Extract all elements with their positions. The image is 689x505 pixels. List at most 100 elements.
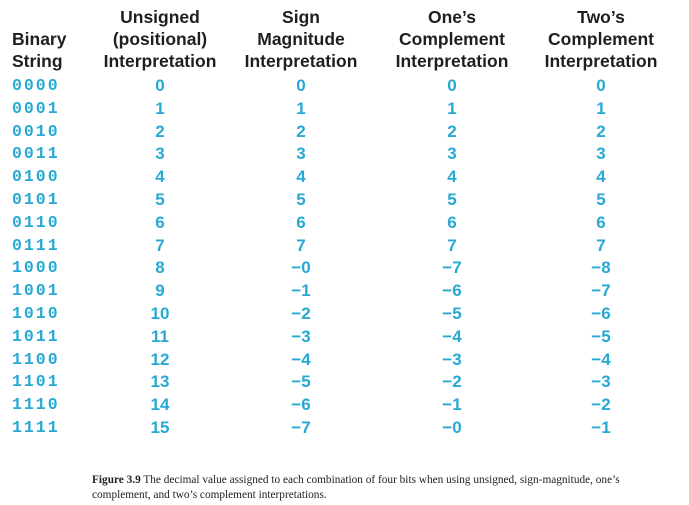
table-row: 1110 14 −6 −1 −2 <box>12 394 676 417</box>
twos-complement-cell: 4 <box>596 167 606 187</box>
table-row: 0100 4 4 4 4 <box>12 166 676 189</box>
unsigned-cell: 7 <box>155 235 165 255</box>
header-binary-string: Binary String <box>12 6 96 75</box>
twos-complement-cell: 1 <box>596 98 606 118</box>
sign-magnitude-cell: 5 <box>296 189 306 209</box>
table-row: 0000 0 0 0 0 <box>12 75 676 98</box>
ones-complement-cell: 2 <box>447 121 457 141</box>
unsigned-cell: 14 <box>150 395 170 415</box>
header-unsigned: Unsigned (positional) Interpretation <box>96 6 224 75</box>
interpretation-table: Binary String Unsigned (positional) Inte… <box>12 6 676 440</box>
twos-complement-cell: −7 <box>591 281 611 301</box>
ones-complement-cell: −2 <box>442 372 462 392</box>
table-row: 0101 5 5 5 5 <box>12 189 676 212</box>
ones-complement-cell: −4 <box>442 326 462 346</box>
header-line: (positional) <box>112 29 208 49</box>
ones-complement-cell: 4 <box>447 167 457 187</box>
unsigned-cell: 11 <box>151 326 169 346</box>
twos-complement-cell: −4 <box>591 349 611 369</box>
binary-string-cell: 1100 <box>12 349 60 369</box>
sign-magnitude-cell: 0 <box>296 76 306 95</box>
unsigned-cell: 8 <box>155 258 165 278</box>
header-line: Interpretation <box>544 51 658 71</box>
figure-caption: Figure 3.9 The decimal value assigned to… <box>92 473 672 503</box>
twos-complement-cell: −8 <box>591 258 611 278</box>
table-row: 1000 8 −0 −7 −8 <box>12 257 676 280</box>
twos-complement-cell: −3 <box>591 372 611 392</box>
ones-complement-cell: −3 <box>442 349 462 369</box>
table-row: 0010 2 2 2 2 <box>12 121 676 144</box>
twos-complement-cell: 5 <box>596 189 606 209</box>
ones-complement-cell: 3 <box>447 144 457 164</box>
header-line: One’s <box>428 7 476 27</box>
header-twos-complement: Two’s Complement Interpretation <box>526 6 676 75</box>
twos-complement-cell: 2 <box>596 121 606 141</box>
sign-magnitude-cell: −5 <box>291 372 311 392</box>
ones-complement-cell: 5 <box>447 189 457 209</box>
binary-string-cell: 0100 <box>12 167 60 187</box>
unsigned-cell: 2 <box>155 121 165 141</box>
sign-magnitude-cell: 3 <box>296 144 306 164</box>
ones-complement-cell: 0 <box>447 76 457 95</box>
header-line: Interpretation <box>103 51 217 71</box>
binary-string-cell: 1000 <box>12 258 60 278</box>
ones-complement-cell: −5 <box>442 303 462 323</box>
header-line: Magnitude <box>257 29 345 49</box>
twos-complement-cell: 0 <box>596 76 606 95</box>
binary-string-cell: 0101 <box>12 189 60 209</box>
twos-complement-cell: 3 <box>596 144 606 164</box>
header-line: Interpretation <box>395 51 509 71</box>
table-row: 1101 13 −5 −2 −3 <box>12 371 676 394</box>
binary-string-cell: 1010 <box>12 303 60 323</box>
unsigned-cell: 1 <box>155 98 165 118</box>
binary-string-cell: 0110 <box>12 212 60 232</box>
header-line: Complement <box>548 29 654 49</box>
table-row: 0001 1 1 1 1 <box>12 98 676 121</box>
sign-magnitude-cell: −6 <box>291 395 311 415</box>
sign-magnitude-cell: 2 <box>296 121 306 141</box>
binary-string-cell: 0111 <box>12 235 60 255</box>
unsigned-cell: 6 <box>155 212 165 232</box>
unsigned-cell: 4 <box>155 167 165 187</box>
unsigned-cell: 15 <box>150 417 170 437</box>
sign-magnitude-cell: −4 <box>291 349 311 369</box>
ones-complement-cell: −6 <box>442 281 462 301</box>
binary-string-cell: 1011 <box>12 326 60 346</box>
ones-complement-cell: −0 <box>442 417 462 437</box>
sign-magnitude-cell: 6 <box>296 212 306 232</box>
table-row: 1100 12 −4 −3 −4 <box>12 349 676 372</box>
header-line: Interpretation <box>244 51 358 71</box>
ones-complement-cell: 1 <box>447 98 457 118</box>
sign-magnitude-cell: 1 <box>296 98 306 118</box>
table-row: 1001 9 −1 −6 −7 <box>12 280 676 303</box>
unsigned-cell: 13 <box>150 372 170 392</box>
unsigned-cell: 0 <box>155 76 165 95</box>
unsigned-cell: 10 <box>150 303 170 323</box>
header-ones-complement: One’s Complement Interpretation <box>378 6 526 75</box>
header-row: Binary String Unsigned (positional) Inte… <box>12 6 676 75</box>
header-sign-magnitude: Sign Magnitude Interpretation <box>224 6 378 75</box>
sign-magnitude-cell: 7 <box>296 235 306 255</box>
ones-complement-cell: −1 <box>442 395 462 415</box>
ones-complement-cell: −7 <box>442 258 462 278</box>
ones-complement-cell: 7 <box>447 235 457 255</box>
twos-complement-cell: −2 <box>591 395 611 415</box>
twos-complement-cell: −1 <box>591 417 611 437</box>
unsigned-cell: 12 <box>150 349 170 369</box>
table-row: 0110 6 6 6 6 <box>12 212 676 235</box>
sign-magnitude-cell: −0 <box>291 258 311 278</box>
table-body: 0000 0 0 0 0 0001 1 1 1 1 0010 2 2 2 2 0011 3 3 3 3 0100 4 4 4 4… <box>12 75 676 440</box>
figure-caption-text: The decimal value assigned to each combi… <box>92 474 620 502</box>
binary-string-cell: 1001 <box>12 281 60 301</box>
sign-magnitude-cell: 4 <box>296 167 306 187</box>
table-row: 1010 10 −2 −5 −6 <box>12 303 676 326</box>
twos-complement-cell: 6 <box>596 212 606 232</box>
sign-magnitude-cell: −3 <box>291 326 311 346</box>
binary-string-cell: 0001 <box>12 98 60 118</box>
unsigned-cell: 3 <box>155 144 165 164</box>
binary-string-cell: 0011 <box>12 144 60 164</box>
header-line: Complement <box>399 29 505 49</box>
twos-complement-cell: −6 <box>591 303 611 323</box>
sign-magnitude-cell: −2 <box>291 303 311 323</box>
ones-complement-cell: 6 <box>447 212 457 232</box>
